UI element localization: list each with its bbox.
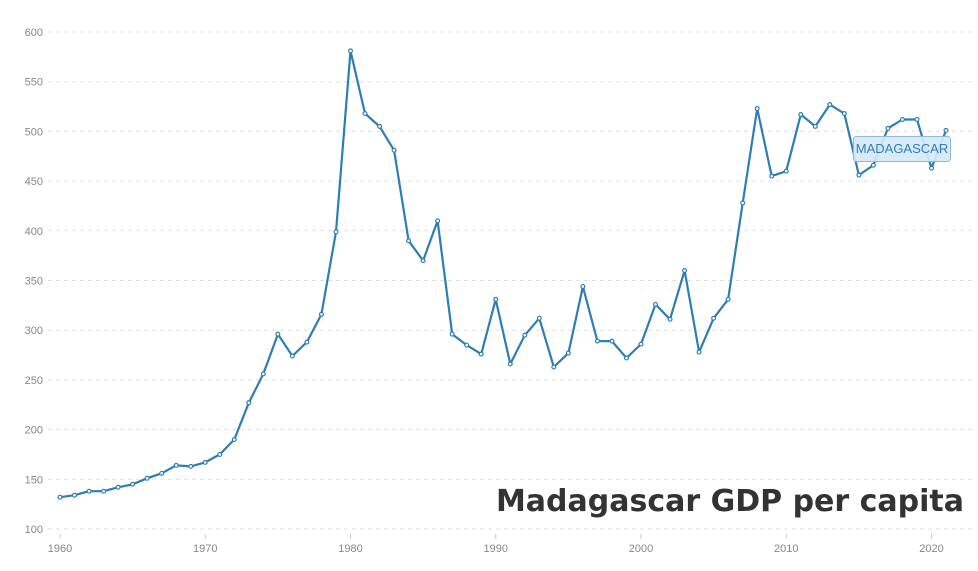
y-tick-label-500: 500 xyxy=(25,126,43,138)
data-point-1996 xyxy=(580,283,586,289)
data-point-2002 xyxy=(667,316,673,322)
y-tick-label-550: 550 xyxy=(25,77,43,89)
data-point-1972 xyxy=(231,437,237,443)
data-point-2015 xyxy=(856,172,862,178)
data-point-1975 xyxy=(275,331,281,337)
data-point-2003 xyxy=(682,268,688,274)
data-point-2010 xyxy=(783,168,789,174)
data-point-1980 xyxy=(347,48,353,54)
data-point-1970 xyxy=(202,459,208,465)
x-axis-tick-labels: 1960 1970 1980 1990 2000 2010 2020 xyxy=(48,534,944,555)
data-point-1987 xyxy=(449,331,455,337)
x-tick-label-2020: 2020 xyxy=(919,543,943,555)
y-tick-label-350: 350 xyxy=(25,276,43,288)
data-point-1976 xyxy=(289,353,295,359)
data-point-1960 xyxy=(57,494,63,500)
x-tick-label-2010: 2010 xyxy=(774,543,798,555)
y-tick-label-150: 150 xyxy=(25,474,43,486)
data-point-2013 xyxy=(827,102,833,108)
data-point-1982 xyxy=(377,123,383,129)
gridlines xyxy=(48,31,975,530)
data-point-1963 xyxy=(101,488,107,494)
data-point-1992 xyxy=(522,332,528,338)
y-axis-tick-labels: 100 150 200 250 300 350 400 450 500 550 600 xyxy=(25,27,43,536)
chart-title: Madagascar GDP per capita xyxy=(495,484,964,519)
data-point-1964 xyxy=(115,484,121,490)
data-point-2008 xyxy=(754,106,760,112)
data-point-1971 xyxy=(217,451,223,457)
data-point-2009 xyxy=(769,173,775,179)
data-point-1988 xyxy=(464,342,470,348)
x-tick-label-1960: 1960 xyxy=(48,543,72,555)
data-point-2019 xyxy=(914,116,920,122)
data-point-2005 xyxy=(711,315,717,321)
data-point-1984 xyxy=(406,238,412,244)
y-tick-label-600: 600 xyxy=(25,27,43,39)
data-point-1969 xyxy=(188,463,194,469)
data-point-1993 xyxy=(536,315,542,321)
series-line-madagascar xyxy=(59,49,948,499)
data-point-1974 xyxy=(260,371,266,377)
data-point-1977 xyxy=(304,339,310,345)
data-point-1994 xyxy=(551,364,557,370)
data-point-2011 xyxy=(798,112,804,118)
y-tick-label-250: 250 xyxy=(25,375,43,387)
data-point-1983 xyxy=(391,147,397,153)
data-point-2017 xyxy=(885,125,891,131)
data-point-1997 xyxy=(594,338,600,344)
data-point-1967 xyxy=(159,470,165,476)
data-point-2016 xyxy=(870,162,876,168)
data-point-2014 xyxy=(841,111,847,117)
series-points xyxy=(57,48,949,500)
series-label-madagascar: MADAGASCAR xyxy=(853,136,951,162)
x-tick-label-1980: 1980 xyxy=(338,543,362,555)
data-point-2018 xyxy=(899,116,905,122)
y-tick-label-200: 200 xyxy=(25,425,43,437)
data-point-2007 xyxy=(740,200,746,206)
data-point-1981 xyxy=(362,111,368,117)
data-point-2001 xyxy=(653,301,659,307)
y-tick-label-400: 400 xyxy=(25,226,43,238)
data-point-1979 xyxy=(333,229,339,235)
data-point-1965 xyxy=(130,481,136,487)
data-point-2012 xyxy=(812,123,818,129)
x-tick-label-2000: 2000 xyxy=(629,543,653,555)
data-point-1989 xyxy=(478,351,484,357)
data-point-2006 xyxy=(725,296,731,302)
y-tick-label-300: 300 xyxy=(25,325,43,337)
data-point-1990 xyxy=(493,296,499,302)
data-point-2020 xyxy=(928,165,934,171)
data-point-1973 xyxy=(246,400,252,406)
data-point-2021 xyxy=(943,127,949,133)
data-point-1991 xyxy=(507,361,513,367)
data-point-1978 xyxy=(318,311,324,317)
x-tick-label-1990: 1990 xyxy=(483,543,507,555)
data-point-2004 xyxy=(696,349,702,355)
data-point-1999 xyxy=(623,355,629,361)
data-point-2000 xyxy=(638,341,644,347)
y-tick-label-450: 450 xyxy=(25,176,43,188)
data-point-1986 xyxy=(435,218,441,224)
x-tick-label-1970: 1970 xyxy=(193,543,217,555)
data-point-1961 xyxy=(72,492,78,498)
data-point-1968 xyxy=(173,462,179,468)
data-point-1966 xyxy=(144,475,150,481)
data-point-1995 xyxy=(565,350,571,356)
y-tick-label-100: 100 xyxy=(25,524,43,536)
data-point-1998 xyxy=(609,338,615,344)
data-point-1985 xyxy=(420,258,426,264)
data-point-1962 xyxy=(86,488,92,494)
